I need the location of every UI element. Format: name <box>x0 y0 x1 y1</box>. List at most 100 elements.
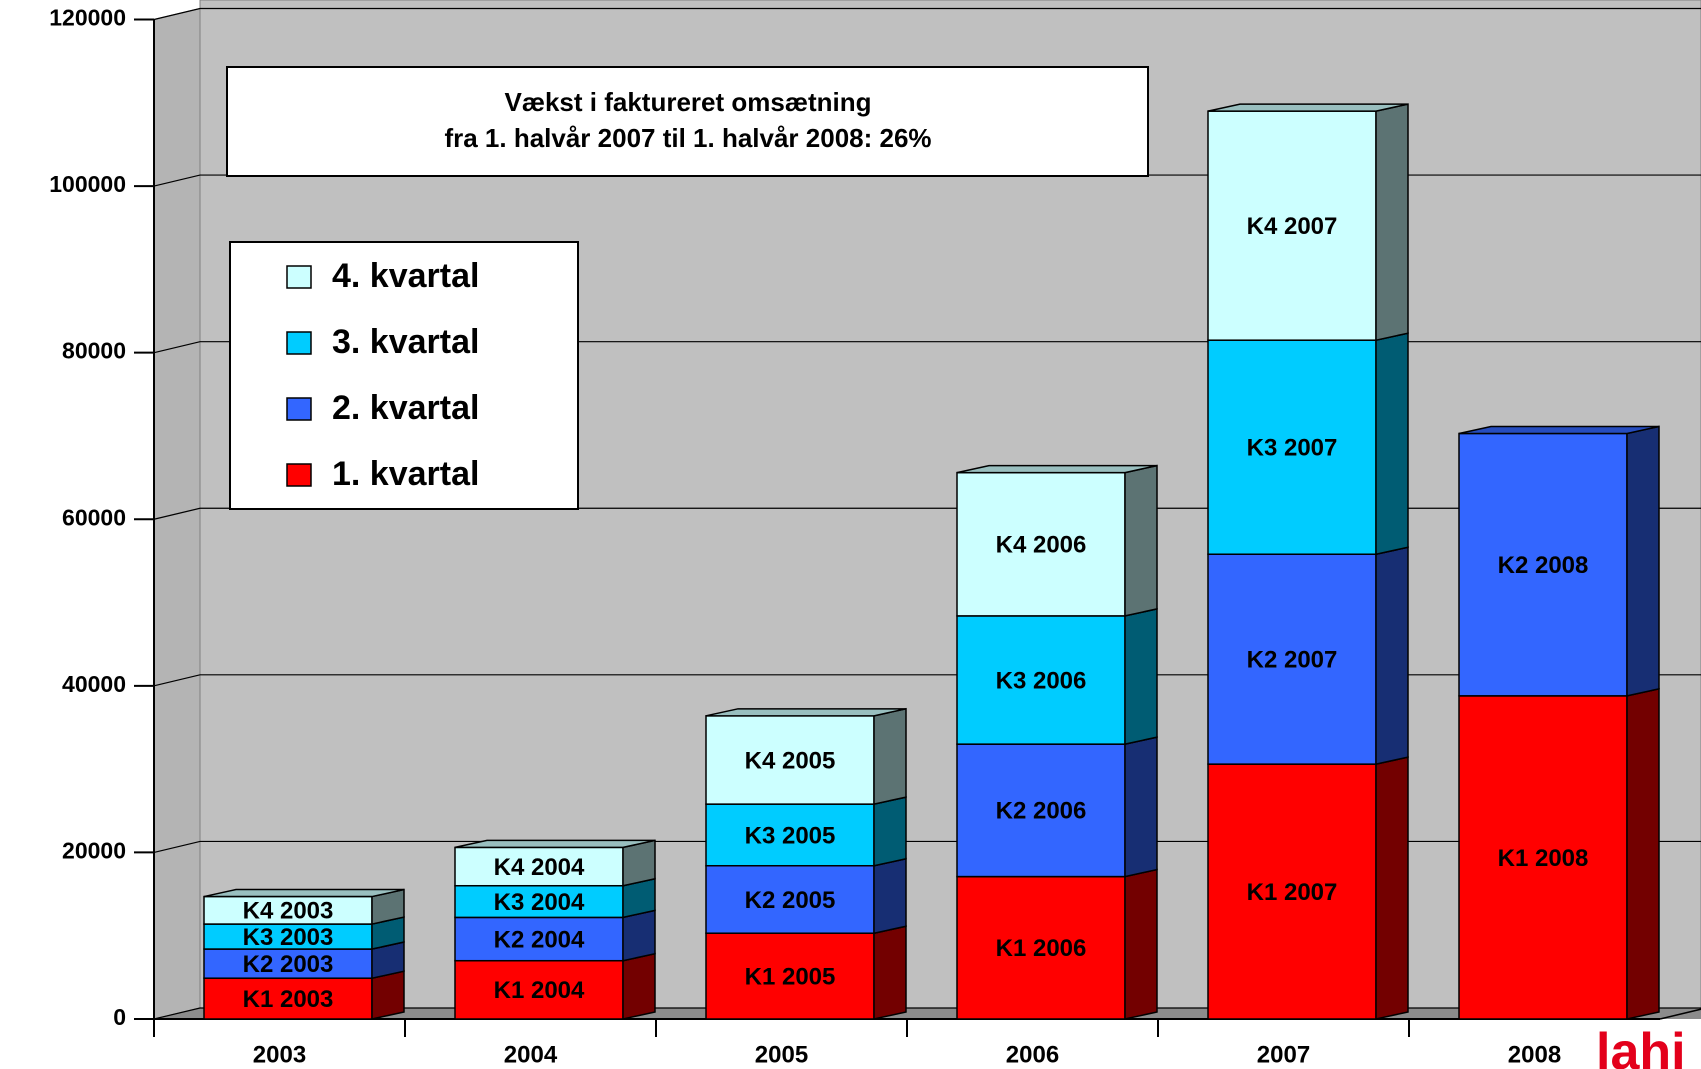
y-tick-label: 20000 <box>62 837 126 863</box>
legend-label: 3. kvartal <box>332 323 479 361</box>
data-label: K4 2003 <box>243 898 334 925</box>
bar-segment: K4 2005 <box>705 707 907 806</box>
grid-line <box>153 174 1701 187</box>
bar-front <box>705 715 875 805</box>
grid-line <box>153 1007 1701 1020</box>
x-tick-label: 2008 <box>1508 1041 1561 1068</box>
bar-front <box>1207 339 1377 555</box>
bar-front <box>454 959 624 1020</box>
bar-side <box>1124 868 1158 1020</box>
legend-swatch <box>286 265 312 289</box>
data-label: K2 2008 <box>1498 552 1589 579</box>
bar-front <box>1207 763 1377 1020</box>
bar-front <box>1207 110 1377 341</box>
bar-front <box>203 895 373 925</box>
data-label: K1 2008 <box>1498 845 1589 872</box>
bar-front <box>203 923 373 950</box>
bar-top <box>1458 425 1660 435</box>
x-tick-label: 2004 <box>504 1041 558 1068</box>
data-label: K4 2004 <box>494 854 585 881</box>
bar-front <box>956 615 1126 745</box>
y-tick-label: 120000 <box>49 5 126 31</box>
data-label: K1 2007 <box>1247 879 1338 906</box>
bar-side <box>1375 546 1409 766</box>
bar-segment: K4 2003 <box>203 888 405 925</box>
bar-side <box>873 857 907 935</box>
bar-side <box>1626 687 1660 1020</box>
bar-segment: K1 2005 <box>705 925 907 1020</box>
legend-swatch <box>286 463 312 487</box>
data-label: K2 2005 <box>745 887 836 914</box>
grid-line <box>153 674 1701 687</box>
bar-side <box>873 707 907 806</box>
y-tick-label: 40000 <box>62 671 126 697</box>
data-label: K1 2005 <box>745 963 836 990</box>
bar-side <box>873 925 907 1020</box>
bar-front <box>956 875 1126 1020</box>
bar-front <box>454 916 624 962</box>
y-tick-label: 60000 <box>62 504 126 530</box>
bar-segment: K1 2007 <box>1207 756 1409 1020</box>
legend-label: 2. kvartal <box>332 389 479 427</box>
bar-front <box>203 977 373 1020</box>
data-label: K1 2004 <box>494 977 585 1004</box>
data-label: K1 2006 <box>996 935 1087 962</box>
bar-front <box>705 803 875 867</box>
bar-top <box>956 464 1158 474</box>
bar-segment: K3 2006 <box>956 607 1158 746</box>
x-tick-label: 2005 <box>755 1041 808 1068</box>
x-tick-label: 2003 <box>253 1041 306 1068</box>
bar-segment: K3 2005 <box>705 796 907 867</box>
grid-line <box>153 507 1701 520</box>
bar-segment: K1 2004 <box>454 952 656 1020</box>
grid-line <box>153 840 1701 854</box>
legend-swatch <box>286 397 312 421</box>
legend-label: 4. kvartal <box>332 257 479 295</box>
data-label: K4 2005 <box>745 747 836 774</box>
bar-side <box>1124 736 1158 878</box>
x-tick-label: 2006 <box>1006 1041 1059 1068</box>
bar-top <box>454 839 656 849</box>
bar-segment: K2 2005 <box>705 857 907 935</box>
data-label: K3 2004 <box>494 889 585 916</box>
bar-front <box>454 846 624 887</box>
bar-top <box>1207 103 1409 112</box>
y-tick-label: 80000 <box>62 338 126 364</box>
data-label: K2 2004 <box>494 926 585 953</box>
bar-side <box>873 796 907 867</box>
data-label: K2 2003 <box>243 951 334 978</box>
bar-side <box>622 839 656 887</box>
y-tick-label: 0 <box>113 1004 126 1030</box>
bar-side <box>1375 756 1409 1020</box>
legend-label: 1. kvartal <box>332 455 479 493</box>
bar-segment: K3 2004 <box>454 877 656 919</box>
bar-segment: K1 2008 <box>1458 687 1660 1020</box>
data-label: K3 2005 <box>745 822 836 849</box>
bar-front <box>1207 553 1377 765</box>
x-tick-label: 2007 <box>1257 1041 1310 1068</box>
annotation: Vækst i faktureret omsætning <box>505 87 872 117</box>
bar-segment: K4 2006 <box>956 464 1158 617</box>
bar-segment: K2 2008 <box>1458 425 1660 697</box>
bar-segment: K2 2007 <box>1207 546 1409 766</box>
data-label: K1 2003 <box>243 986 334 1013</box>
legend-swatch <box>286 331 312 355</box>
bar-segment: K1 2006 <box>956 868 1158 1020</box>
bar-front <box>1458 695 1628 1020</box>
data-label: K3 2007 <box>1247 435 1338 462</box>
data-label: K3 2003 <box>243 924 334 951</box>
data-label: K4 2007 <box>1247 213 1338 240</box>
bar-front <box>705 864 875 934</box>
annotation-box <box>226 66 1149 177</box>
bar-segment: K4 2004 <box>454 839 656 887</box>
data-label: K2 2007 <box>1247 647 1338 674</box>
bar-side <box>1124 607 1158 746</box>
bar-side <box>1626 425 1660 697</box>
grid-line <box>153 7 1701 21</box>
bar-side <box>371 970 405 1020</box>
y-tick-label: 100000 <box>49 171 126 197</box>
x-axis-end <box>1659 1008 1701 1020</box>
bar-segment: K4 2007 <box>1207 103 1409 342</box>
logo: lahi <box>1596 1023 1686 1069</box>
